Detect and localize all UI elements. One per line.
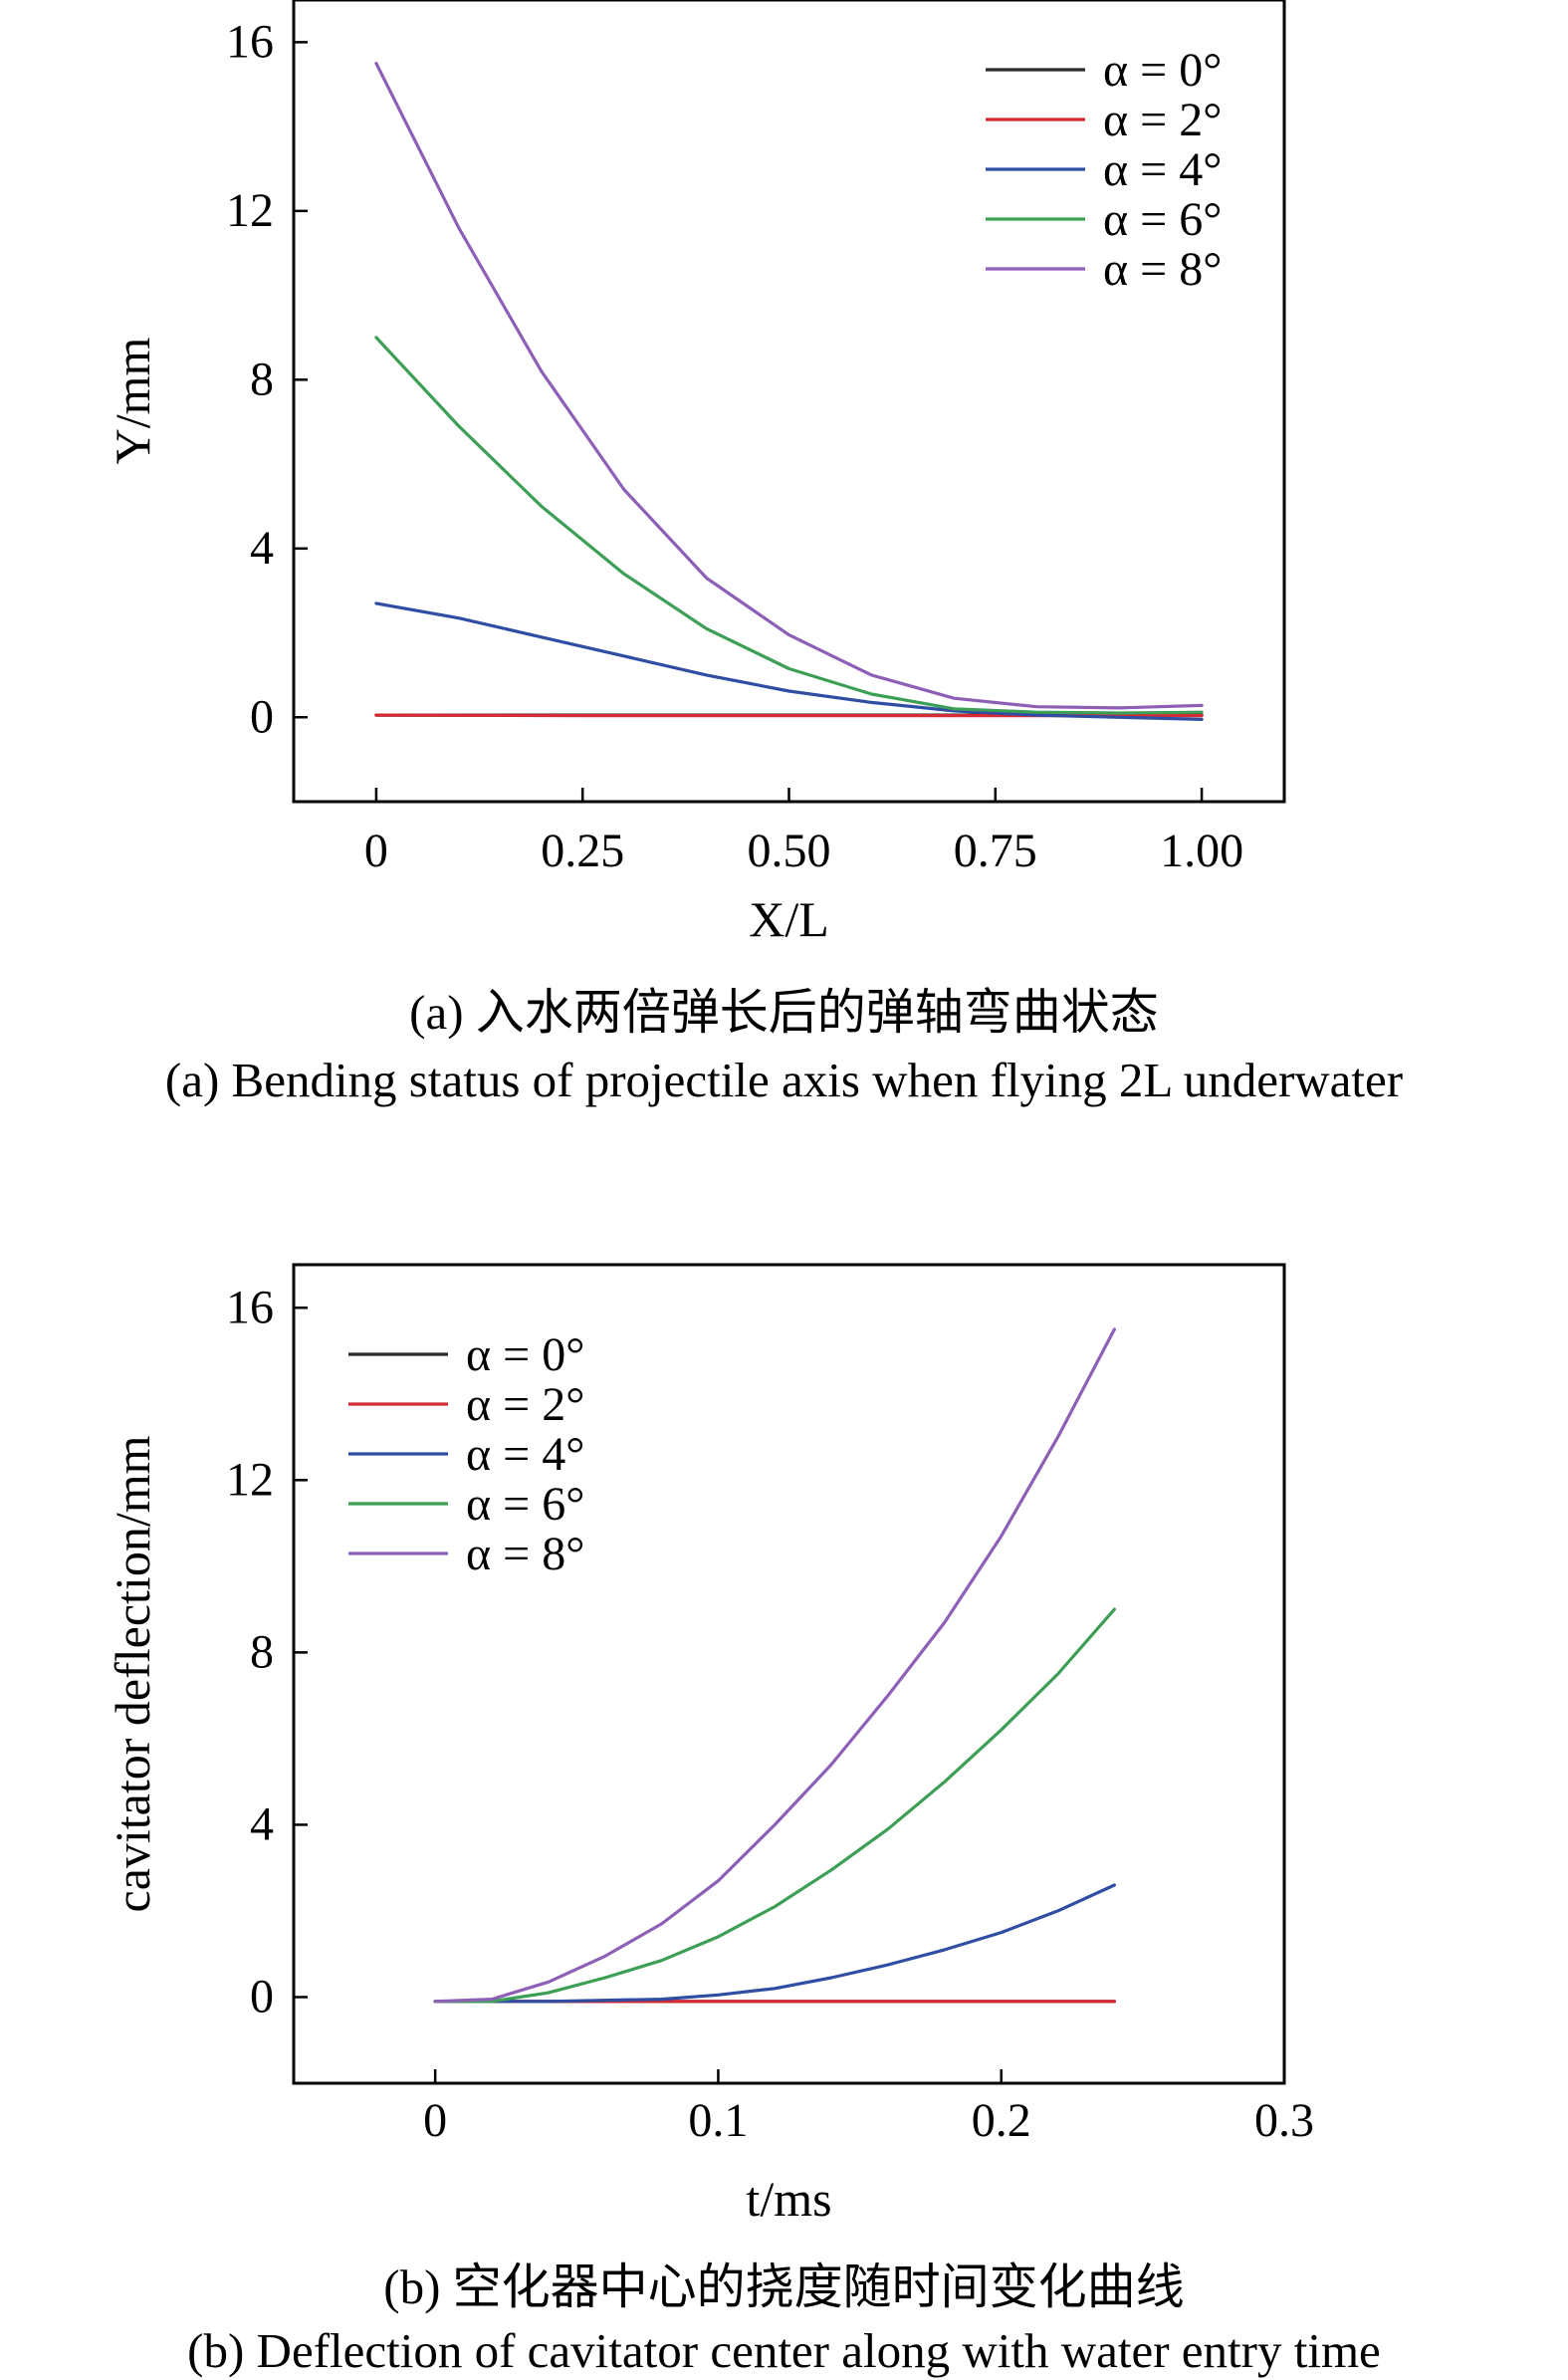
chart-b-plot-frame <box>292 1263 1286 2085</box>
chart-b-series-line-3 <box>433 1607 1117 2004</box>
chart-b-y-tick-label: 12 <box>226 1453 274 1506</box>
chart-a-legend-label-2: α = 4° <box>1103 143 1222 196</box>
chart-b-y-tick-label: 16 <box>226 1281 274 1333</box>
chart-a-y-tick-label: 4 <box>250 522 274 575</box>
chart-a-series-line-3 <box>374 336 1204 715</box>
chart-a-x-axis-label: X/L <box>749 891 829 947</box>
chart-b-x-tick-label: 0.1 <box>688 2094 748 2147</box>
chart-a-y-tick-label: 12 <box>226 184 274 237</box>
chart-a-y-tick-label: 16 <box>226 15 274 68</box>
chart-b-series-line-2 <box>433 1883 1117 2004</box>
chart-a-x-tick-label: 0.25 <box>541 825 624 877</box>
chart-a-series-line-2 <box>374 601 1204 722</box>
chart-b-legend-label-3: α = 6° <box>466 1478 584 1531</box>
chart-a-series-line-4 <box>374 61 1204 710</box>
chart-a-legend-label-1: α = 2° <box>1103 94 1222 146</box>
chart-a-legend-label-0: α = 0° <box>1103 44 1222 97</box>
chart-b-x-tick-label: 0.2 <box>972 2094 1031 2147</box>
chart-b-series-line-4 <box>433 1327 1117 2004</box>
caption-a-english: (a) Bending status of projectile axis wh… <box>164 1053 1404 1107</box>
chart-b-y-tick-label: 0 <box>250 1970 274 2023</box>
chart-b-legend-label-0: α = 0° <box>466 1328 584 1381</box>
chart-b-x-tick-label: 0.3 <box>1254 2094 1314 2147</box>
caption-a-chinese: (a) 入水两倍弹长后的弹轴弯曲状态 <box>409 985 1159 1040</box>
chart-b-legend-label-2: α = 4° <box>466 1428 584 1481</box>
chart-a-y-tick-label: 8 <box>250 353 274 405</box>
chart-a-legend-label-3: α = 6° <box>1103 193 1222 246</box>
chart-b-legend-label-1: α = 2° <box>466 1378 584 1431</box>
chart-a-y-tick-label: 0 <box>250 690 274 743</box>
chart-b-x-tick-label: 0 <box>423 2094 447 2147</box>
chart-b-legend-label-4: α = 8° <box>466 1528 584 1580</box>
caption-b-chinese: (b) 空化器中心的挠度随时间变化曲线 <box>383 2260 1185 2314</box>
chart-a-y-axis-label: Y/mm <box>105 338 160 465</box>
chart-a-x-tick-label: 0.75 <box>954 825 1037 877</box>
chart-panel-a: 0 4 8 12 16 0 0.25 0.50 0.75 1.00 X/L Y/mm α = 0° α =… <box>0 0 1568 1115</box>
chart-b-plot: 0 4 8 12 16 0 0.1 0.2 0.3 t/ms cavitator deflectio… <box>105 1263 1314 2227</box>
chart-a-x-tick-label: 1.00 <box>1160 825 1243 877</box>
chart-b-y-axis-label: cavitator deflection/mm <box>105 1435 160 1912</box>
chart-b-x-axis-label: t/ms <box>746 2171 831 2227</box>
chart-b-y-tick-label: 4 <box>250 1797 274 1850</box>
chart-b-y-tick-label: 8 <box>250 1625 274 1678</box>
chart-a-x-tick-label: 0.50 <box>748 825 831 877</box>
chart-a-x-tick-label: 0 <box>364 825 388 877</box>
caption-b-english: (b) Deflection of cavitator center along… <box>187 2323 1381 2378</box>
chart-panel-b: 0 4 8 12 16 0 0.1 0.2 0.3 t/ms cavitator deflectio… <box>0 1225 1568 2380</box>
chart-a-legend-label-4: α = 8° <box>1103 243 1222 296</box>
